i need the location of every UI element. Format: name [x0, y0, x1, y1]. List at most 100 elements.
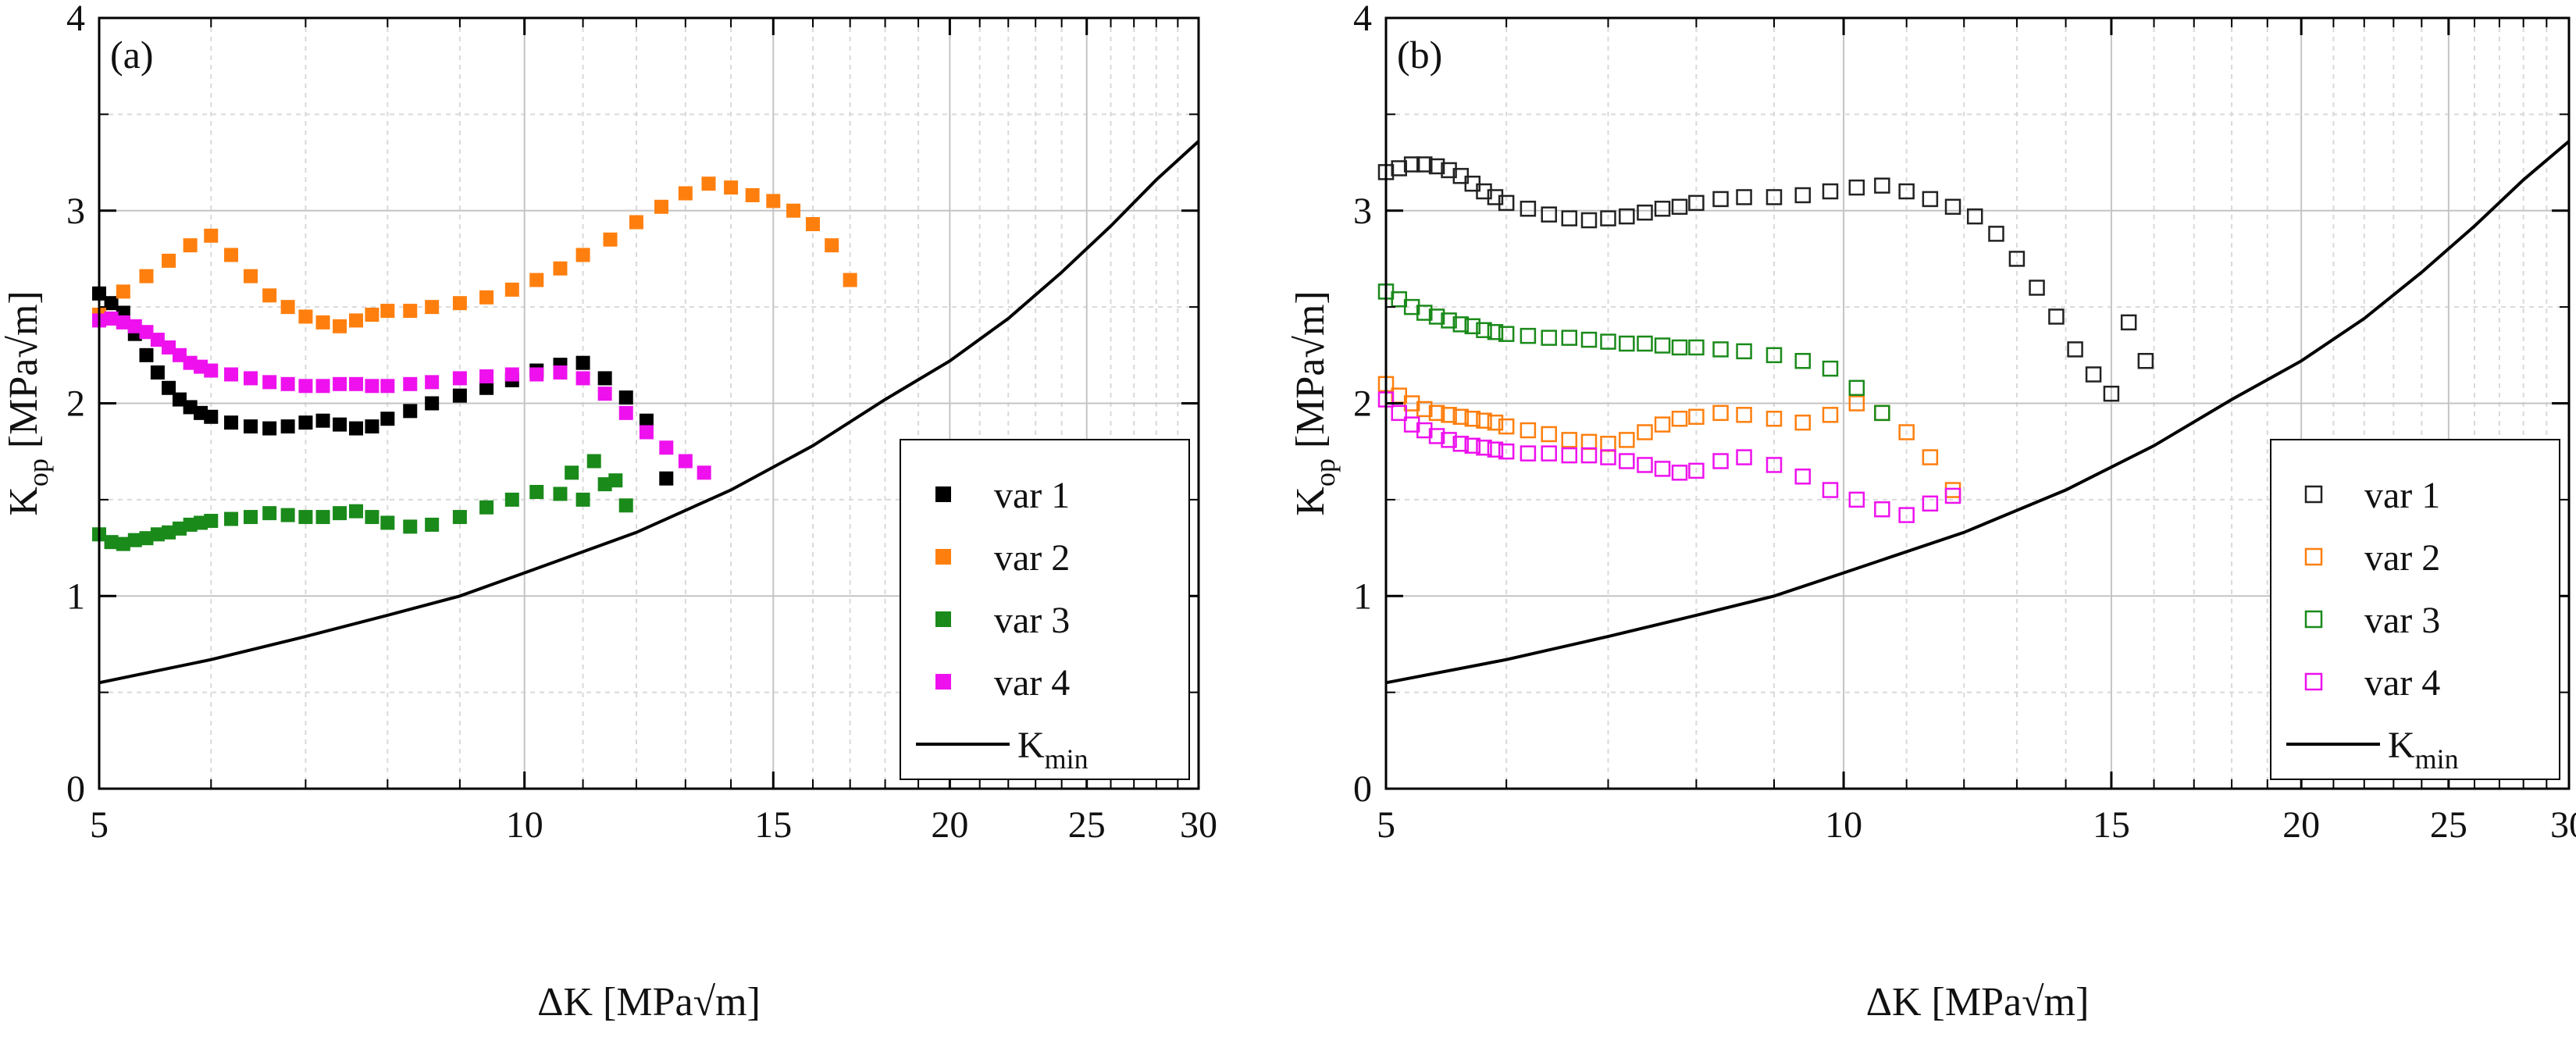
data-point — [1637, 457, 1653, 473]
data-point — [1441, 312, 1457, 329]
data-point — [586, 454, 601, 469]
panel-label: (a) — [110, 33, 154, 77]
data-point — [745, 188, 760, 203]
data-point — [1580, 433, 1598, 451]
data-point — [766, 194, 781, 208]
data-point — [204, 363, 219, 378]
data-point — [1765, 347, 1783, 364]
data-point — [1391, 404, 1407, 422]
data-point — [1391, 160, 1407, 176]
data-point — [1922, 449, 1939, 465]
data-point — [1619, 453, 1635, 469]
data-point — [1654, 337, 1671, 354]
data-point — [1736, 407, 1752, 423]
data-point — [1848, 491, 1865, 508]
data-point — [365, 510, 379, 525]
data-point — [608, 473, 623, 488]
data-point — [1487, 189, 1504, 205]
data-point — [403, 404, 418, 419]
legend-marker — [935, 611, 951, 627]
data-point — [1476, 322, 1492, 338]
data-point — [1794, 414, 1812, 431]
data-point — [639, 425, 654, 440]
data-point — [1464, 318, 1481, 335]
y-axis-title-unit: [MPa√m] — [2, 290, 46, 458]
data-point — [1712, 191, 1729, 208]
data-point — [1452, 436, 1470, 452]
data-point — [333, 319, 347, 333]
data-point — [1416, 305, 1433, 321]
data-point — [1765, 410, 1783, 427]
data-point — [452, 296, 467, 311]
x-tick-label: 20 — [2282, 804, 2320, 846]
data-point — [2029, 280, 2045, 296]
data-point — [575, 355, 590, 370]
y-tick-label: 0 — [1353, 768, 1372, 810]
data-point — [504, 282, 519, 297]
data-point — [1498, 443, 1515, 460]
data-point — [479, 369, 494, 383]
data-point — [104, 311, 119, 326]
legend-label-kmin: Kmin — [1017, 725, 1088, 775]
data-point — [2048, 308, 2065, 325]
data-point — [315, 510, 330, 525]
panel-a: 5 10 15 20 25 30 0 1 2 3 4 ΔK [MPa√m] Kop [MPa√m] (a)… — [2, 0, 1217, 1025]
data-point — [1498, 326, 1515, 342]
x-tick-label: 5 — [90, 804, 109, 846]
data-point — [365, 379, 379, 394]
data-point — [479, 380, 494, 395]
data-point — [425, 300, 440, 315]
series-3 — [92, 454, 633, 551]
x-tick-label: 30 — [1180, 804, 1217, 846]
data-point — [1898, 183, 1915, 200]
data-point — [1822, 482, 1839, 498]
data-point — [1654, 416, 1671, 433]
data-point — [224, 248, 239, 262]
data-point — [697, 465, 711, 480]
data-point — [479, 290, 494, 305]
data-point — [127, 319, 142, 333]
data-point — [1944, 487, 1961, 504]
data-point — [2137, 352, 2154, 369]
legend-marker — [2304, 485, 2323, 504]
data-point — [2067, 341, 2083, 358]
legend-label: var 2 — [994, 537, 1070, 579]
x-tick-label: 10 — [506, 804, 543, 846]
data-point — [280, 419, 295, 434]
data-point — [425, 396, 440, 411]
data-point — [553, 261, 568, 276]
data-point — [806, 217, 821, 232]
data-point — [315, 379, 330, 394]
legend-kmin-main: K — [2388, 725, 2415, 766]
data-point — [365, 307, 379, 322]
data-point — [1736, 189, 1752, 205]
data-point — [224, 415, 239, 430]
y-tick-label: 4 — [66, 0, 85, 39]
data-point — [1428, 428, 1445, 444]
data-point — [1428, 404, 1445, 422]
y-tick-label: 0 — [66, 768, 85, 810]
data-point — [1874, 501, 1890, 518]
data-point — [2103, 385, 2120, 402]
data-point — [280, 508, 295, 522]
data-point — [162, 525, 176, 540]
data-point — [1403, 298, 1420, 315]
data-point — [452, 510, 467, 525]
data-point — [1403, 156, 1420, 173]
data-point — [150, 365, 165, 380]
data-point — [659, 440, 674, 455]
data-point — [150, 527, 165, 542]
y-tick-label: 3 — [1353, 191, 1372, 232]
x-tick-label: 20 — [931, 804, 968, 846]
data-point — [1898, 507, 1915, 523]
data-point — [1898, 424, 1915, 440]
data-point — [553, 486, 568, 501]
data-point — [315, 315, 330, 330]
data-point — [659, 471, 674, 486]
data-point — [1671, 410, 1688, 427]
data-point — [262, 375, 277, 390]
legend-label-kmin: Kmin — [2388, 725, 2459, 775]
legend-kmin-main: K — [1017, 725, 1045, 766]
y-tick-label: 1 — [66, 576, 85, 617]
x-tick-label: 5 — [1377, 804, 1395, 846]
